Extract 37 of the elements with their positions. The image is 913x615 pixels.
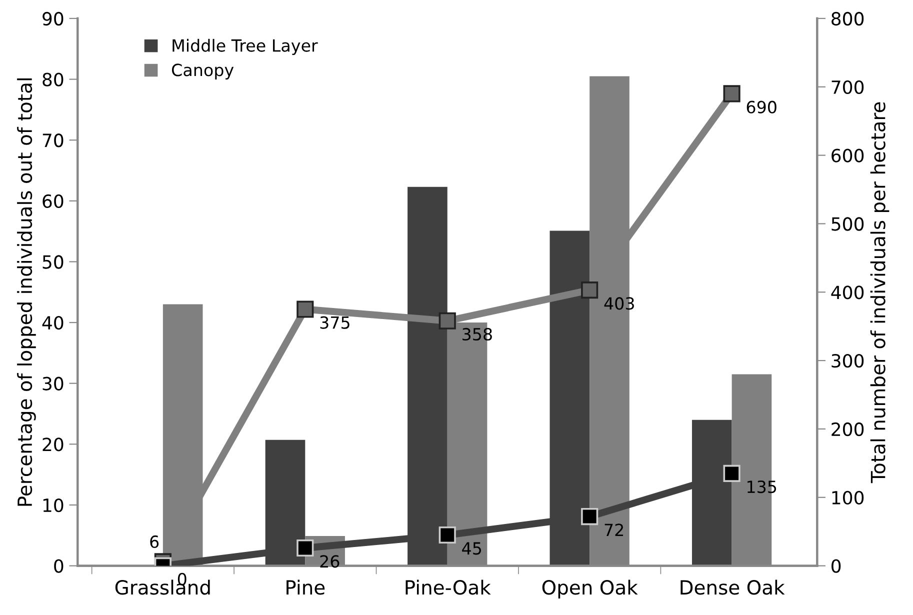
y2-tick-label: 400 bbox=[831, 286, 864, 300]
x-tick-label: Open Oak bbox=[542, 580, 638, 599]
data-label: 26 bbox=[320, 555, 340, 568]
y-tick-label: 0 bbox=[54, 559, 64, 573]
y-tick-label: 30 bbox=[42, 376, 64, 390]
y2-tick-label: 600 bbox=[832, 148, 864, 162]
point bbox=[296, 300, 314, 318]
y-tick-label: 80 bbox=[42, 72, 64, 86]
point bbox=[581, 282, 598, 299]
y2-tick-label: 200 bbox=[832, 422, 864, 436]
y-tick-label: 50 bbox=[42, 255, 64, 269]
x-tick-label: Dense Oak bbox=[680, 580, 785, 595]
point bbox=[723, 85, 740, 102]
y2-tick-label: 700 bbox=[832, 80, 864, 94]
x-tick-label: Pine-Oak bbox=[406, 580, 491, 595]
x-tick-label: Pine bbox=[286, 580, 325, 595]
legend-label: Middle Tree Layer bbox=[172, 38, 318, 56]
y-tick-label: 40 bbox=[42, 316, 64, 330]
y2-tick-label: 300 bbox=[832, 354, 864, 368]
data-label: 72 bbox=[604, 524, 624, 536]
data-label: 690 bbox=[746, 100, 776, 114]
y-tick-label: 70 bbox=[42, 134, 64, 148]
y2-tick-label: 100 bbox=[832, 490, 864, 504]
y-tick-label: 20 bbox=[42, 438, 64, 452]
y2-tick-label: 800 bbox=[832, 12, 864, 26]
point bbox=[438, 312, 456, 330]
y-axis-title: Percentage of lopped individuals out of total bbox=[17, 78, 36, 506]
data-label: 6 bbox=[150, 535, 159, 548]
y2-tick-label: 0 bbox=[832, 559, 841, 573]
y-tick-label: 90 bbox=[42, 12, 64, 26]
y2-tick-label: 500 bbox=[832, 217, 864, 231]
y-tick-label: 10 bbox=[43, 498, 64, 512]
data-label: 45 bbox=[462, 542, 482, 555]
y-tick-label: 60 bbox=[42, 194, 64, 208]
data-label: 375 bbox=[320, 316, 350, 329]
y2-axis-title: Total number of individuals per hectare bbox=[870, 102, 890, 484]
legend-label: Canopy bbox=[172, 64, 234, 80]
